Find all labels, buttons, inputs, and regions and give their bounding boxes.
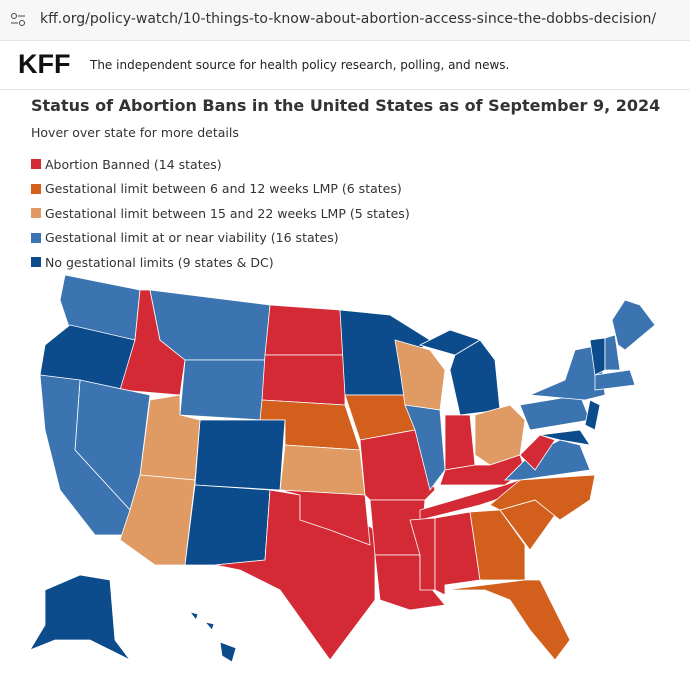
state[interactable] xyxy=(489,474,596,521)
legend-label: Gestational limit at or near viability (… xyxy=(45,230,339,246)
state[interactable] xyxy=(611,299,656,351)
state[interactable] xyxy=(439,454,526,486)
state[interactable] xyxy=(469,509,526,581)
legend-item: Gestational limit between 15 and 22 week… xyxy=(31,201,410,226)
state[interactable] xyxy=(219,641,237,663)
tagline: The independent source for health policy… xyxy=(90,58,510,72)
state[interactable] xyxy=(184,484,271,566)
legend-swatch xyxy=(31,159,41,170)
state[interactable] xyxy=(519,434,556,471)
state[interactable] xyxy=(264,304,346,356)
legend-item: Gestational limit at or near viability (… xyxy=(31,226,410,251)
map-title: Status of Abortion Bans in the United St… xyxy=(31,96,661,115)
state[interactable] xyxy=(584,399,601,431)
state[interactable] xyxy=(594,369,636,391)
legend-swatch xyxy=(31,232,41,243)
legend-item: No gestational limits (9 states & DC) xyxy=(31,250,410,275)
state[interactable] xyxy=(203,621,215,631)
legend-swatch xyxy=(31,208,41,219)
state[interactable] xyxy=(519,394,591,431)
state[interactable] xyxy=(539,429,591,446)
legend: Abortion Banned (14 states) Gestational l… xyxy=(31,152,410,275)
state[interactable] xyxy=(279,444,366,496)
legend-swatch xyxy=(31,257,41,268)
legend-label: Abortion Banned (14 states) xyxy=(45,156,222,172)
legend-label: Gestational limit between 6 and 12 weeks… xyxy=(45,181,402,197)
legend-item: Gestational limit between 6 and 12 weeks… xyxy=(31,177,410,202)
site-icon xyxy=(11,13,25,26)
state[interactable] xyxy=(444,414,476,471)
state[interactable] xyxy=(418,329,481,356)
logo[interactable]: KFF xyxy=(18,49,71,79)
address-bar[interactable]: kff.org/policy-watch/10-things-to-know-a… xyxy=(0,0,690,41)
state[interactable] xyxy=(189,611,199,621)
legend-label: No gestational limits (9 states & DC) xyxy=(45,254,274,270)
state[interactable] xyxy=(194,419,286,491)
legend-label: Gestational limit between 15 and 22 week… xyxy=(45,205,410,221)
legend-item: Abortion Banned (14 states) xyxy=(31,152,410,177)
map-subtitle: Hover over state for more details xyxy=(31,125,239,140)
state[interactable] xyxy=(444,579,571,661)
state[interactable] xyxy=(119,474,196,566)
state[interactable] xyxy=(261,354,346,406)
state[interactable] xyxy=(404,404,446,491)
state[interactable] xyxy=(179,359,266,421)
state[interactable] xyxy=(604,334,621,371)
state[interactable] xyxy=(409,517,436,591)
state[interactable] xyxy=(29,574,131,661)
legend-swatch xyxy=(31,183,41,194)
site-header: KFF The independent source for health po… xyxy=(0,41,690,90)
url: kff.org/policy-watch/10-things-to-know-a… xyxy=(40,11,657,27)
